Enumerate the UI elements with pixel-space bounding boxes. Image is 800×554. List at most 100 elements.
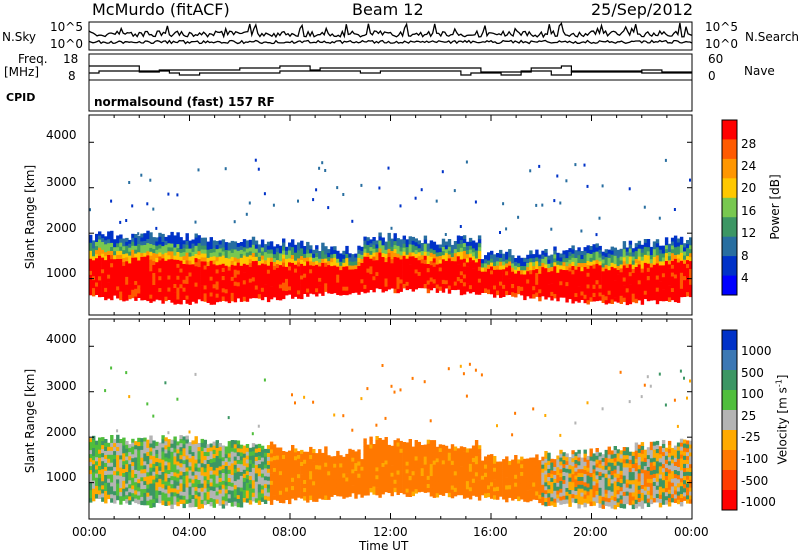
heatmap-cell [266,257,271,263]
heatmap-cell [465,245,470,251]
heatmap-cell [122,261,126,267]
heatmap-cell [113,451,117,456]
heatmap-cell [607,266,611,271]
heatmap-cell [462,239,467,244]
heatmap-cell [526,466,530,471]
heatmap-cell [254,265,259,270]
heatmap-cell [559,289,563,294]
heatmap-cell [119,242,123,248]
heatmap-cell [200,438,204,444]
heatmap-cell [266,457,271,462]
heatmap-cell [167,291,171,296]
heatmap-cell [399,275,403,280]
heatmap-cell [245,272,250,278]
heatmap-cell [254,494,259,499]
heatmap-cell [110,234,114,240]
heatmap-cell [242,255,247,261]
heatmap-cell [595,247,599,252]
heatmap-cell [324,287,328,292]
heatmap-cell [351,281,355,286]
heatmap-cell [182,256,186,261]
heatmap-cell [565,298,569,303]
heatmap-cell [312,477,316,482]
heatmap-cell [158,280,162,285]
heatmap-cell [300,462,304,467]
heatmap-cell [152,281,156,286]
heatmap-cell [312,253,316,259]
heatmap-cell [438,282,443,287]
heatmap-cell [263,472,268,477]
heatmap-cell [420,251,425,256]
heatmap-cell [321,491,325,496]
heatmap-cell [188,288,192,293]
heatmap-cell [194,447,198,453]
heatmap-cell [616,266,620,271]
heatmap-cell [167,247,171,252]
heatmap-cell [369,436,373,441]
heatmap-cell [122,473,126,478]
heatmap-cell [275,268,280,273]
heatmap-cell [327,289,331,294]
heatmap-cell [89,246,93,252]
heatmap-cell [378,256,382,261]
heatmap-cell [155,454,159,459]
heatmap-cell [242,288,247,293]
heatmap-cell [441,487,446,492]
heatmap-cell [164,453,168,458]
heatmap-cell [312,265,316,271]
heatmap-cell [278,467,283,472]
heatmap-cell [496,290,500,296]
heatmap-cell [176,252,180,257]
heatmap-cell [351,257,355,263]
heatmap-cell [550,287,554,293]
heatmap-cell [137,289,141,294]
heatmap-cell [465,460,470,466]
heatmap-cell [251,472,256,477]
heatmap-cell [649,271,654,276]
heatmap-cell [182,436,186,441]
heatmap-cell [242,247,247,252]
heatmap-cell [266,241,271,247]
heatmap-cell [447,239,452,244]
heatmap-cell [565,270,569,275]
heatmap-cell [161,472,165,477]
heatmap-cell [616,286,620,291]
heatmap-cell [649,251,654,256]
heatmap-cell [170,476,174,481]
heatmap-cell [529,278,533,283]
heatmap-cell [490,478,494,483]
heatmap-cell [327,285,331,290]
heatmap-cell [676,298,681,303]
heatmap-cell [399,243,403,248]
heatmap-cell [363,442,367,447]
heatmap-cell [285,250,289,256]
heatmap-cell [432,444,437,449]
heatmap-cell [444,253,449,258]
heatmap-cell [468,362,471,366]
heatmap-cell [468,460,473,465]
heatmap-cell [354,482,358,487]
heatmap-cell [194,455,198,460]
heatmap-cell [342,465,346,470]
heatmap-cell [532,278,536,283]
heatmap-cell [640,288,645,293]
heatmap-cell [405,457,409,463]
heatmap-cell [637,280,642,285]
heatmap-cell [423,448,428,453]
heatmap-cell [683,276,687,281]
heatmap-cell [456,456,461,461]
heatmap-cell [529,169,532,173]
heatmap-cell [188,260,192,265]
heatmap-cell [378,264,382,269]
heatmap-cell [176,283,180,289]
heatmap-cell [541,267,545,272]
heatmap-cell [282,455,286,460]
heatmap-cell [155,249,159,255]
heatmap-cell [505,460,509,465]
heatmap-cell [541,203,544,207]
heatmap-cell [333,471,337,476]
heatmap-cell [420,188,423,192]
heatmap-cell [459,470,464,475]
heatmap-cell [206,452,210,457]
heatmap-cell [251,488,256,494]
